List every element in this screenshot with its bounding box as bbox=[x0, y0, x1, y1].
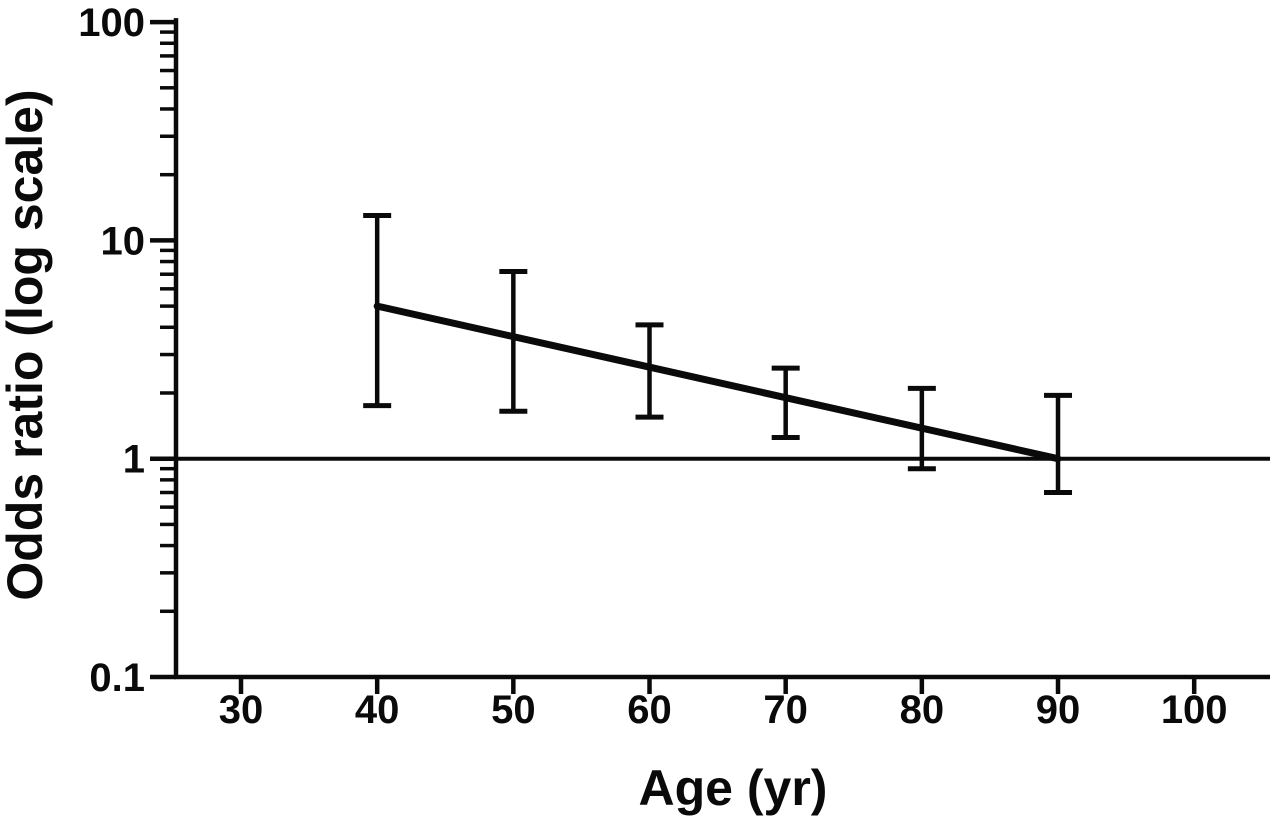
x-tick-label-50: 50 bbox=[491, 688, 536, 732]
x-tick-label-90: 90 bbox=[1036, 688, 1081, 732]
x-tick-label-80: 80 bbox=[900, 688, 945, 732]
x-tick-label-60: 60 bbox=[627, 688, 672, 732]
y-tick-label-0.1: 0.1 bbox=[89, 656, 145, 700]
x-tick-label-40: 40 bbox=[355, 688, 400, 732]
trend-line bbox=[373, 302, 1062, 463]
x-axis-title: Age (yr) bbox=[639, 760, 828, 816]
y-tick-label-100: 100 bbox=[78, 1, 145, 45]
x-tick-label-30: 30 bbox=[219, 688, 264, 732]
y-tick-label-10: 10 bbox=[101, 219, 146, 263]
x-tick-label-100: 100 bbox=[1161, 688, 1228, 732]
y-axis-title: Odds ratio (log scale) bbox=[0, 89, 53, 600]
x-tick-label-70: 70 bbox=[763, 688, 808, 732]
y-tick-label-1: 1 bbox=[123, 438, 145, 482]
plot-area: 30 40 50 60 70 80 90 100 100 10 1 0.1 bbox=[78, 1, 1270, 732]
